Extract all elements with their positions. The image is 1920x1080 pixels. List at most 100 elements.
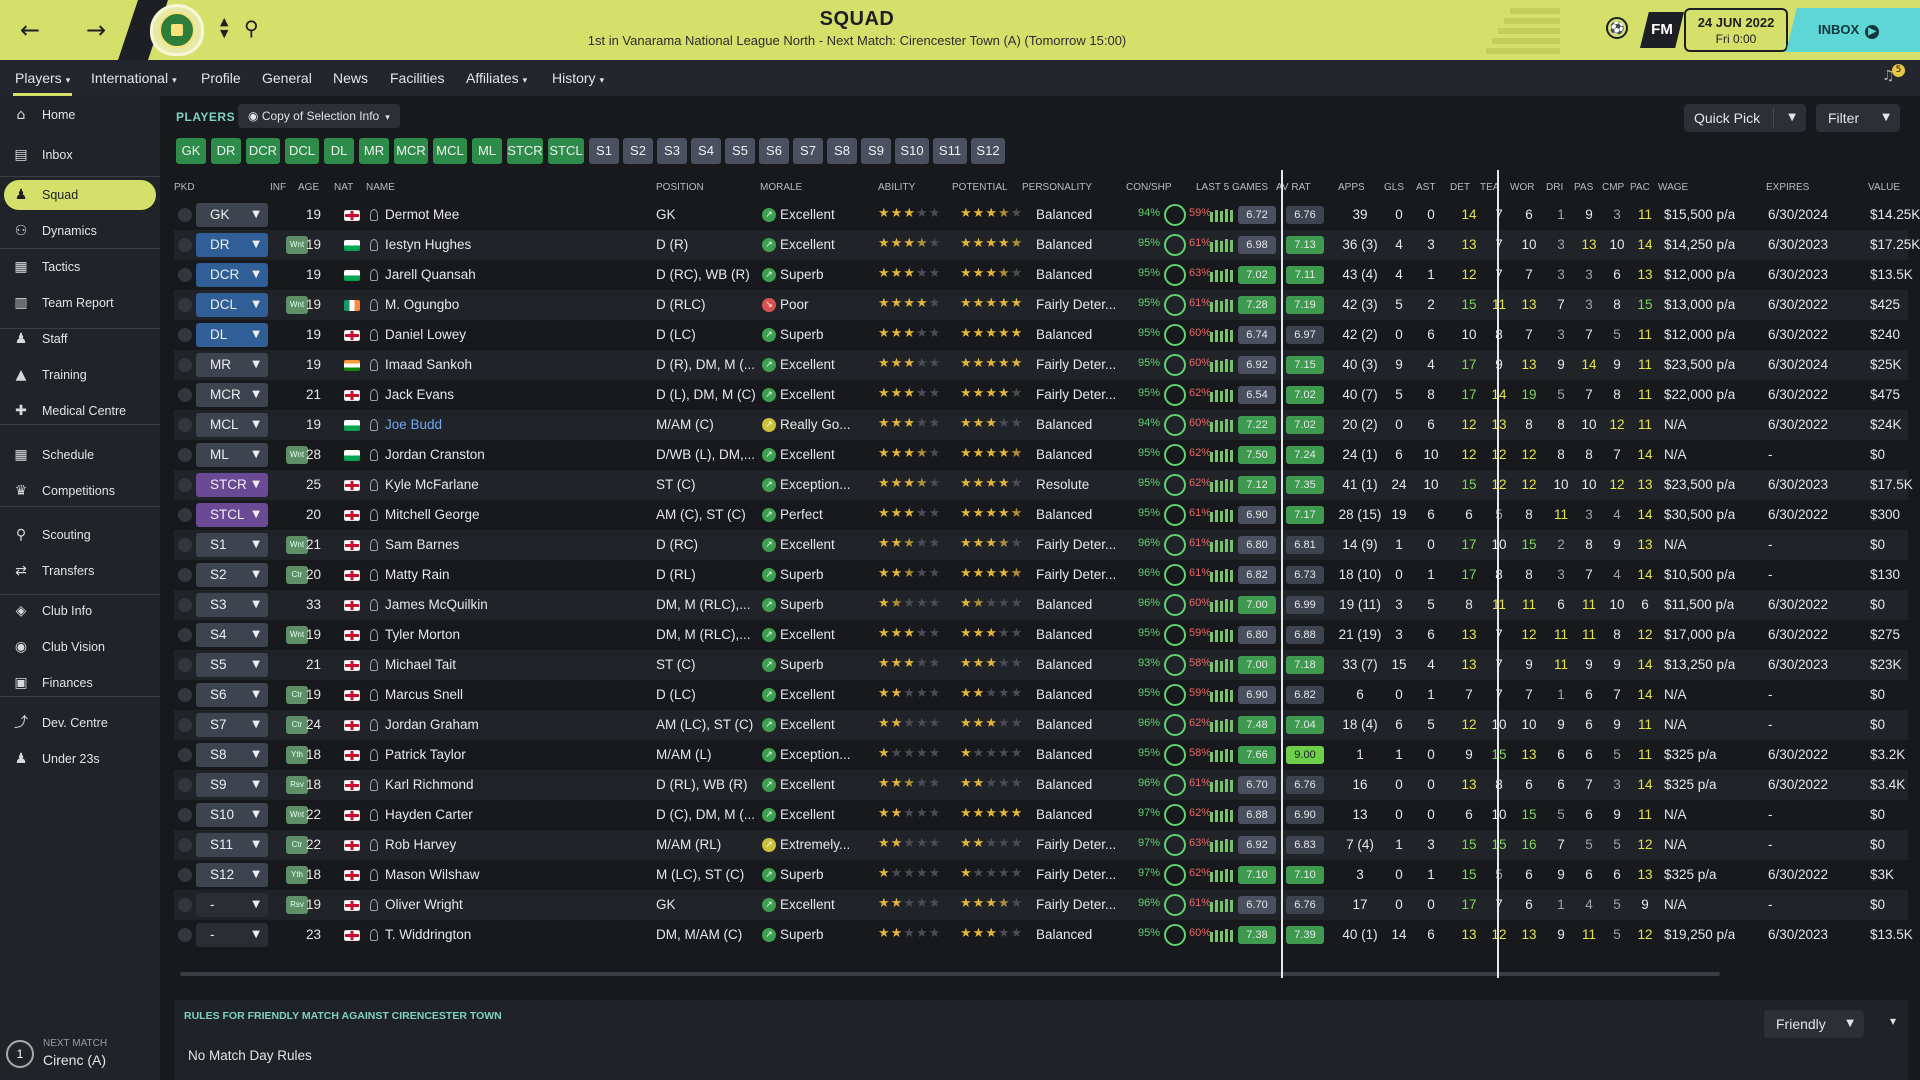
- table-row[interactable]: - ▼ Rsv 19 Oliver Wright GK ↗ Excellent ★★★★★ ★★★…: [174, 890, 1908, 920]
- match-ball-icon[interactable]: ⚽: [1606, 17, 1628, 39]
- column-header[interactable]: AST: [1416, 182, 1436, 193]
- table-row[interactable]: MCL ▼ 19 Joe Budd M/AM (C) ↗ Really Go... ★★★★★…: [174, 410, 1908, 440]
- column-header[interactable]: AGE: [298, 182, 320, 193]
- player-name[interactable]: Hayden Carter: [385, 807, 473, 822]
- sidebar-item-transfers[interactable]: ⇄ Transfers: [4, 556, 156, 586]
- player-name[interactable]: Sam Barnes: [385, 537, 460, 552]
- player-name[interactable]: Iestyn Hughes: [385, 237, 472, 252]
- tab-history[interactable]: History ▾: [552, 70, 605, 86]
- player-name[interactable]: Jack Evans: [385, 387, 455, 402]
- tab-players[interactable]: Players ▾: [12, 70, 73, 96]
- picked-position-select[interactable]: DR ▼: [196, 233, 268, 257]
- view-selector[interactable]: ◉ Copy of Selection Info ▾: [238, 104, 400, 128]
- tab-affiliates[interactable]: Affiliates ▾: [466, 70, 528, 86]
- column-header[interactable]: ABILITY: [878, 182, 916, 193]
- select-checkbox[interactable]: [178, 268, 192, 282]
- sidebar-item-home[interactable]: ⌂ Home: [4, 100, 156, 130]
- picked-position-select[interactable]: S9 ▼: [196, 773, 268, 797]
- select-checkbox[interactable]: [178, 358, 192, 372]
- picked-position-select[interactable]: S7 ▼: [196, 713, 268, 737]
- select-checkbox[interactable]: [178, 388, 192, 402]
- column-header[interactable]: POTENTIAL: [952, 182, 1008, 193]
- table-row[interactable]: S4 ▼ Wnt 19 Tyler Morton DM, M (RLC),... ↗ Exce…: [174, 620, 1908, 650]
- select-checkbox[interactable]: [178, 298, 192, 312]
- column-header[interactable]: PERSONALITY: [1022, 182, 1093, 193]
- player-name[interactable]: Jordan Cranston: [385, 447, 485, 462]
- select-checkbox[interactable]: [178, 628, 192, 642]
- table-row[interactable]: S6 ▼ Ctr 19 Marcus Snell D (LC) ↗ Excellent ★★★★…: [174, 680, 1908, 710]
- player-name[interactable]: Mason Wilshaw: [385, 867, 480, 882]
- player-name[interactable]: Patrick Taylor: [385, 747, 466, 762]
- column-header[interactable]: NAT: [334, 182, 354, 193]
- picked-position-select[interactable]: S5 ▼: [196, 653, 268, 677]
- position-button-stcr[interactable]: STCR: [507, 138, 543, 164]
- picked-position-select[interactable]: S8 ▼: [196, 743, 268, 767]
- player-name[interactable]: Joe Budd: [385, 417, 443, 432]
- player-name[interactable]: Kyle McFarlane: [385, 477, 479, 492]
- select-checkbox[interactable]: [178, 568, 192, 582]
- picked-position-select[interactable]: S10 ▼: [196, 803, 268, 827]
- player-name[interactable]: Imaad Sankoh: [385, 357, 473, 372]
- tab-general[interactable]: General: [262, 70, 312, 86]
- picked-position-select[interactable]: - ▼: [196, 923, 268, 947]
- picked-position-select[interactable]: DCL ▼: [196, 293, 268, 317]
- player-name[interactable]: Karl Richmond: [385, 777, 474, 792]
- filter-button[interactable]: Filter ▼: [1816, 104, 1900, 132]
- sidebar-item-under-23s[interactable]: ♟ Under 23s: [4, 744, 156, 774]
- table-row[interactable]: S2 ▼ Ctr 20 Matty Rain D (RL) ↗ Superb ★★★★★ ★★★★…: [174, 560, 1908, 590]
- table-row[interactable]: S9 ▼ Rsv 18 Karl Richmond D (RL), WB (R) ↗ Exce…: [174, 770, 1908, 800]
- select-checkbox[interactable]: [178, 748, 192, 762]
- quick-pick-button[interactable]: Quick Pick ▼: [1684, 104, 1806, 132]
- game-date[interactable]: 24 JUN 2022 Fri 0:00: [1684, 8, 1788, 52]
- tab-facilities[interactable]: Facilities: [390, 70, 445, 86]
- sidebar-item-club-vision[interactable]: ◉ Club Vision: [4, 632, 156, 662]
- position-button-s9[interactable]: S9: [861, 138, 891, 164]
- picked-position-select[interactable]: MCL ▼: [196, 413, 268, 437]
- sidebar-item-schedule[interactable]: ▦ Schedule: [4, 440, 156, 470]
- player-name[interactable]: Michael Tait: [385, 657, 457, 672]
- position-button-mcr[interactable]: MCR: [394, 138, 428, 164]
- sidebar-item-dynamics[interactable]: ⚇ Dynamics: [4, 216, 156, 246]
- forward-icon[interactable]: →: [85, 16, 107, 44]
- column-header[interactable]: CON/SHP: [1126, 182, 1172, 193]
- sidebar-item-club-info[interactable]: ◈ Club Info: [4, 596, 156, 626]
- table-row[interactable]: S10 ▼ Wnt 22 Hayden Carter D (C), DM, M (... ↗…: [174, 800, 1908, 830]
- player-name[interactable]: Jarell Quansah: [385, 267, 476, 282]
- sidebar-item-scouting[interactable]: ⚲ Scouting: [4, 520, 156, 550]
- tab-news[interactable]: News: [333, 70, 369, 86]
- picked-position-select[interactable]: MCR ▼: [196, 383, 268, 407]
- select-checkbox[interactable]: [178, 658, 192, 672]
- table-row[interactable]: STCR ▼ 25 Kyle McFarlane ST (C) ↗ Exception...…: [174, 470, 1913, 500]
- position-button-s12[interactable]: S12: [971, 138, 1005, 164]
- position-button-s10[interactable]: S10: [895, 138, 929, 164]
- select-checkbox[interactable]: [178, 688, 192, 702]
- picked-position-select[interactable]: - ▼: [196, 893, 268, 917]
- picked-position-select[interactable]: S2 ▼: [196, 563, 268, 587]
- position-button-s6[interactable]: S6: [759, 138, 789, 164]
- player-name[interactable]: Oliver Wright: [385, 897, 463, 912]
- select-checkbox[interactable]: [178, 448, 192, 462]
- select-checkbox[interactable]: [178, 598, 192, 612]
- position-button-s8[interactable]: S8: [827, 138, 857, 164]
- select-checkbox[interactable]: [178, 418, 192, 432]
- sidebar-item-inbox[interactable]: ▤ Inbox: [4, 140, 156, 170]
- table-row[interactable]: GK ▼ 19 Dermot Mee GK ↗ Excellent ★★★★★ ★★★★★ Bal…: [174, 200, 1920, 230]
- position-button-s7[interactable]: S7: [793, 138, 823, 164]
- column-header[interactable]: WAGE: [1658, 182, 1689, 193]
- sidebar-item-competitions[interactable]: ♛ Competitions: [4, 476, 156, 506]
- column-header[interactable]: PKD: [174, 182, 195, 193]
- position-button-mr[interactable]: MR: [359, 138, 389, 164]
- position-button-stcl[interactable]: STCL: [548, 138, 584, 164]
- sidebar-item-squad[interactable]: ♟ Squad: [4, 180, 156, 210]
- column-header[interactable]: GLS: [1384, 182, 1405, 193]
- select-checkbox[interactable]: [178, 238, 192, 252]
- select-checkbox[interactable]: [178, 898, 192, 912]
- select-checkbox[interactable]: [178, 838, 192, 852]
- column-header[interactable]: NAME: [366, 182, 395, 193]
- table-row[interactable]: MCR ▼ 21 Jack Evans D (L), DM, M (C) ↗ Excelle…: [174, 380, 1908, 410]
- position-button-mcl[interactable]: MCL: [433, 138, 467, 164]
- match-type-select[interactable]: Friendly ▼: [1764, 1010, 1864, 1038]
- table-row[interactable]: DCL ▼ Wnt 19 M. Ogungbo D (RLC) ↘ Poor ★★★★★ ★★★★…: [174, 290, 1908, 320]
- sidebar-item-team-report[interactable]: ▥ Team Report: [4, 288, 156, 318]
- picked-position-select[interactable]: S11 ▼: [196, 833, 268, 857]
